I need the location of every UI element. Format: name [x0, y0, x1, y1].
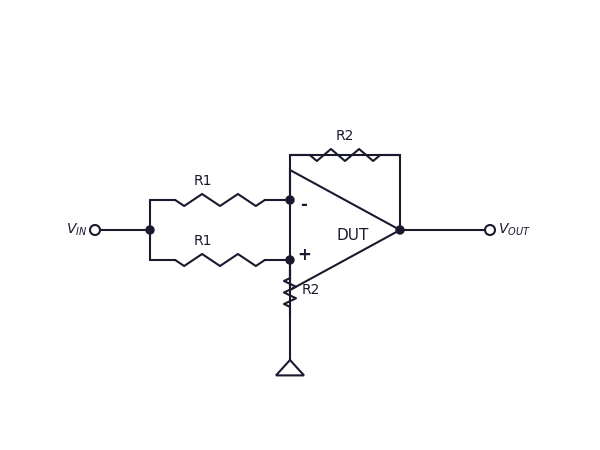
Text: R1: R1 [194, 174, 212, 188]
Circle shape [286, 256, 294, 264]
Text: $V_{IN}$: $V_{IN}$ [65, 222, 87, 238]
Circle shape [286, 196, 294, 204]
Text: $V_{OUT}$: $V_{OUT}$ [498, 222, 531, 238]
Text: DUT: DUT [337, 228, 369, 243]
Text: -: - [301, 196, 307, 214]
Circle shape [396, 226, 404, 234]
Text: R1: R1 [194, 234, 212, 248]
Text: R2: R2 [336, 129, 354, 143]
Text: +: + [297, 246, 311, 264]
Text: R2: R2 [302, 283, 320, 297]
Circle shape [146, 226, 154, 234]
